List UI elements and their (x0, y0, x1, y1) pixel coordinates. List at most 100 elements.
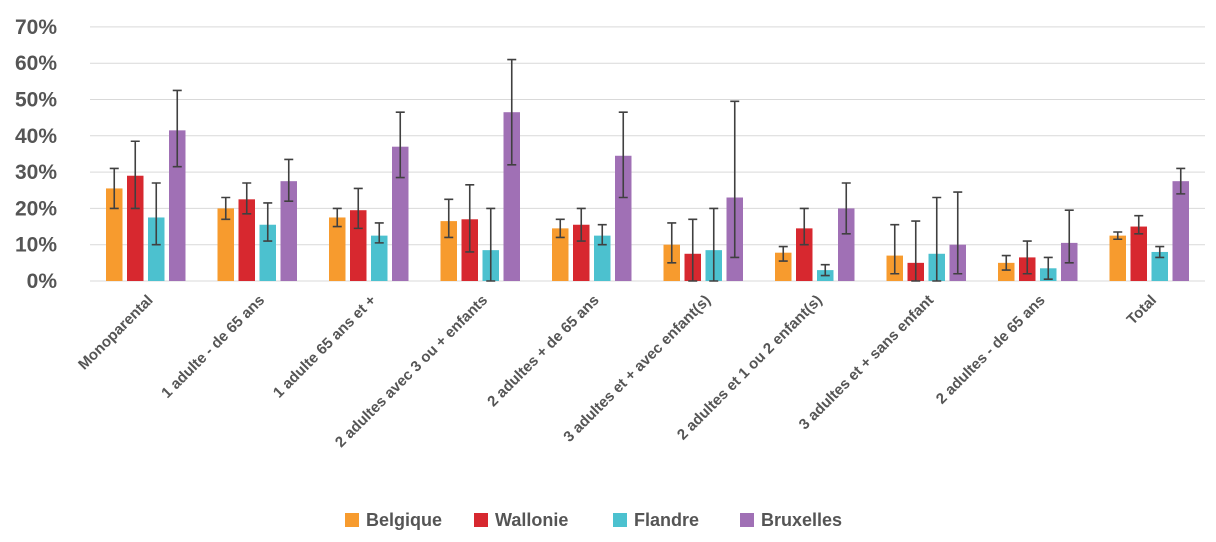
error-bar-bruxelles-9 (1176, 167, 1186, 195)
bar-bruxelles-0 (169, 130, 186, 281)
bar-flandre-0 (148, 217, 165, 281)
y-tick-label: 70% (15, 16, 57, 39)
y-tick-label: 0% (27, 270, 58, 293)
bar-bruxelles-1 (280, 181, 297, 281)
error-bar-wallonie-4 (576, 207, 586, 242)
bar-belgique-8 (998, 262, 1015, 281)
error-bars (109, 58, 1186, 282)
error-bar-flandre-7 (932, 196, 942, 282)
error-bar-wallonie-1 (242, 182, 252, 215)
bar-flandre-2 (371, 235, 388, 281)
error-bar-belgique-5 (667, 222, 677, 264)
error-bar-belgique-4 (555, 218, 565, 239)
x-tick-label: 1 adulte 65 ans et + (270, 292, 380, 402)
bars (106, 112, 1189, 281)
bar-bruxelles-3 (503, 112, 520, 281)
bar-wallonie-6 (796, 228, 813, 281)
legend-swatch (740, 513, 754, 527)
bar-belgique-0 (106, 188, 123, 281)
y-tick-label: 60% (15, 52, 57, 75)
y-tick-label: 50% (15, 89, 57, 112)
legend: Belgique Wallonie Flandre Bruxelles (345, 510, 842, 530)
y-tick-label: 40% (15, 125, 57, 148)
legend-label: Belgique (366, 510, 442, 530)
error-bar-bruxelles-8 (1064, 209, 1074, 264)
legend-item-belgique: Belgique (345, 510, 442, 530)
bar-bruxelles-6 (838, 208, 855, 281)
error-bar-bruxelles-1 (284, 158, 294, 202)
error-bar-wallonie-2 (353, 187, 363, 230)
x-tick-label: 2 adultes + de 65 ans (484, 292, 602, 410)
x-tick-label: 1 adulte - de 65 ans (158, 292, 268, 402)
bar-wallonie-4 (573, 224, 590, 281)
error-bar-flandre-1 (263, 202, 273, 242)
error-bar-belgique-8 (1001, 254, 1011, 271)
legend-label: Flandre (634, 510, 699, 530)
x-tick-label: Monoparental (75, 292, 157, 374)
grid-layer (90, 26, 1205, 282)
error-bar-wallonie-0 (130, 140, 140, 210)
y-tick-label: 10% (15, 234, 57, 257)
bar-bruxelles-2 (392, 146, 409, 281)
x-tick-label: 3 adultes et + sans enfant (796, 292, 937, 433)
y-tick-label: 30% (15, 161, 57, 184)
legend-swatch (345, 513, 359, 527)
error-bar-bruxelles-4 (618, 111, 628, 199)
legend-label: Wallonie (495, 510, 568, 530)
error-bar-bruxelles-7 (953, 191, 963, 275)
bar-flandre-9 (1151, 251, 1168, 281)
legend-item-bruxelles: Bruxelles (740, 510, 842, 530)
error-bar-flandre-5 (709, 207, 719, 282)
bar-flandre-1 (259, 224, 276, 281)
error-bar-flandre-8 (1043, 256, 1053, 280)
error-bar-bruxelles-2 (395, 111, 405, 179)
bar-belgique-9 (1109, 235, 1126, 281)
error-bar-belgique-0 (109, 167, 119, 210)
bar-belgique-6 (775, 252, 792, 281)
x-tick-label: 2 adultes - de 65 ans (933, 292, 1049, 408)
error-bar-wallonie-6 (799, 207, 809, 246)
error-bar-flandre-6 (820, 263, 830, 277)
error-bar-belgique-6 (778, 245, 788, 262)
bar-wallonie-9 (1130, 226, 1147, 281)
error-bar-flandre-0 (151, 182, 161, 246)
error-bar-wallonie-3 (465, 184, 475, 253)
error-bar-bruxelles-6 (841, 182, 851, 235)
error-bar-flandre-3 (486, 207, 496, 282)
error-bar-flandre-2 (374, 222, 384, 244)
error-bar-wallonie-7 (911, 220, 921, 282)
bar-belgique-3 (440, 221, 457, 281)
legend-swatch (474, 513, 488, 527)
bar-wallonie-0 (127, 175, 144, 281)
y-axis: 0% 10% 20% 30% 40% 50% 60% 70% (15, 16, 57, 293)
error-bar-flandre-4 (597, 223, 607, 246)
x-axis: Monoparental 1 adulte - de 65 ans 1 adulte… (75, 292, 1160, 451)
error-bar-bruxelles-5 (730, 100, 740, 259)
bar-belgique-2 (329, 217, 346, 281)
error-bar-wallonie-9 (1134, 214, 1144, 235)
error-bar-flandre-9 (1155, 245, 1165, 259)
bar-belgique-4 (552, 228, 569, 281)
bar-bruxelles-9 (1172, 181, 1189, 281)
error-bar-belgique-1 (221, 196, 231, 221)
error-bar-belgique-2 (332, 207, 342, 228)
error-bar-belgique-9 (1113, 231, 1123, 241)
y-tick-label: 20% (15, 197, 57, 220)
bar-wallonie-1 (238, 199, 255, 281)
legend-item-wallonie: Wallonie (474, 510, 568, 530)
bar-belgique-1 (217, 208, 234, 281)
x-tick-label: Total (1124, 292, 1161, 329)
bar-bruxelles-4 (615, 155, 632, 281)
error-bar-wallonie-8 (1022, 240, 1032, 275)
legend-swatch (613, 513, 627, 527)
error-bar-belgique-7 (890, 223, 900, 275)
error-bar-bruxelles-3 (507, 58, 517, 166)
legend-label: Bruxelles (761, 510, 842, 530)
error-bar-wallonie-5 (688, 218, 698, 282)
legend-item-flandre: Flandre (613, 510, 699, 530)
error-bar-belgique-3 (444, 198, 454, 239)
error-bar-bruxelles-0 (172, 89, 182, 168)
bar-flandre-4 (594, 235, 611, 281)
